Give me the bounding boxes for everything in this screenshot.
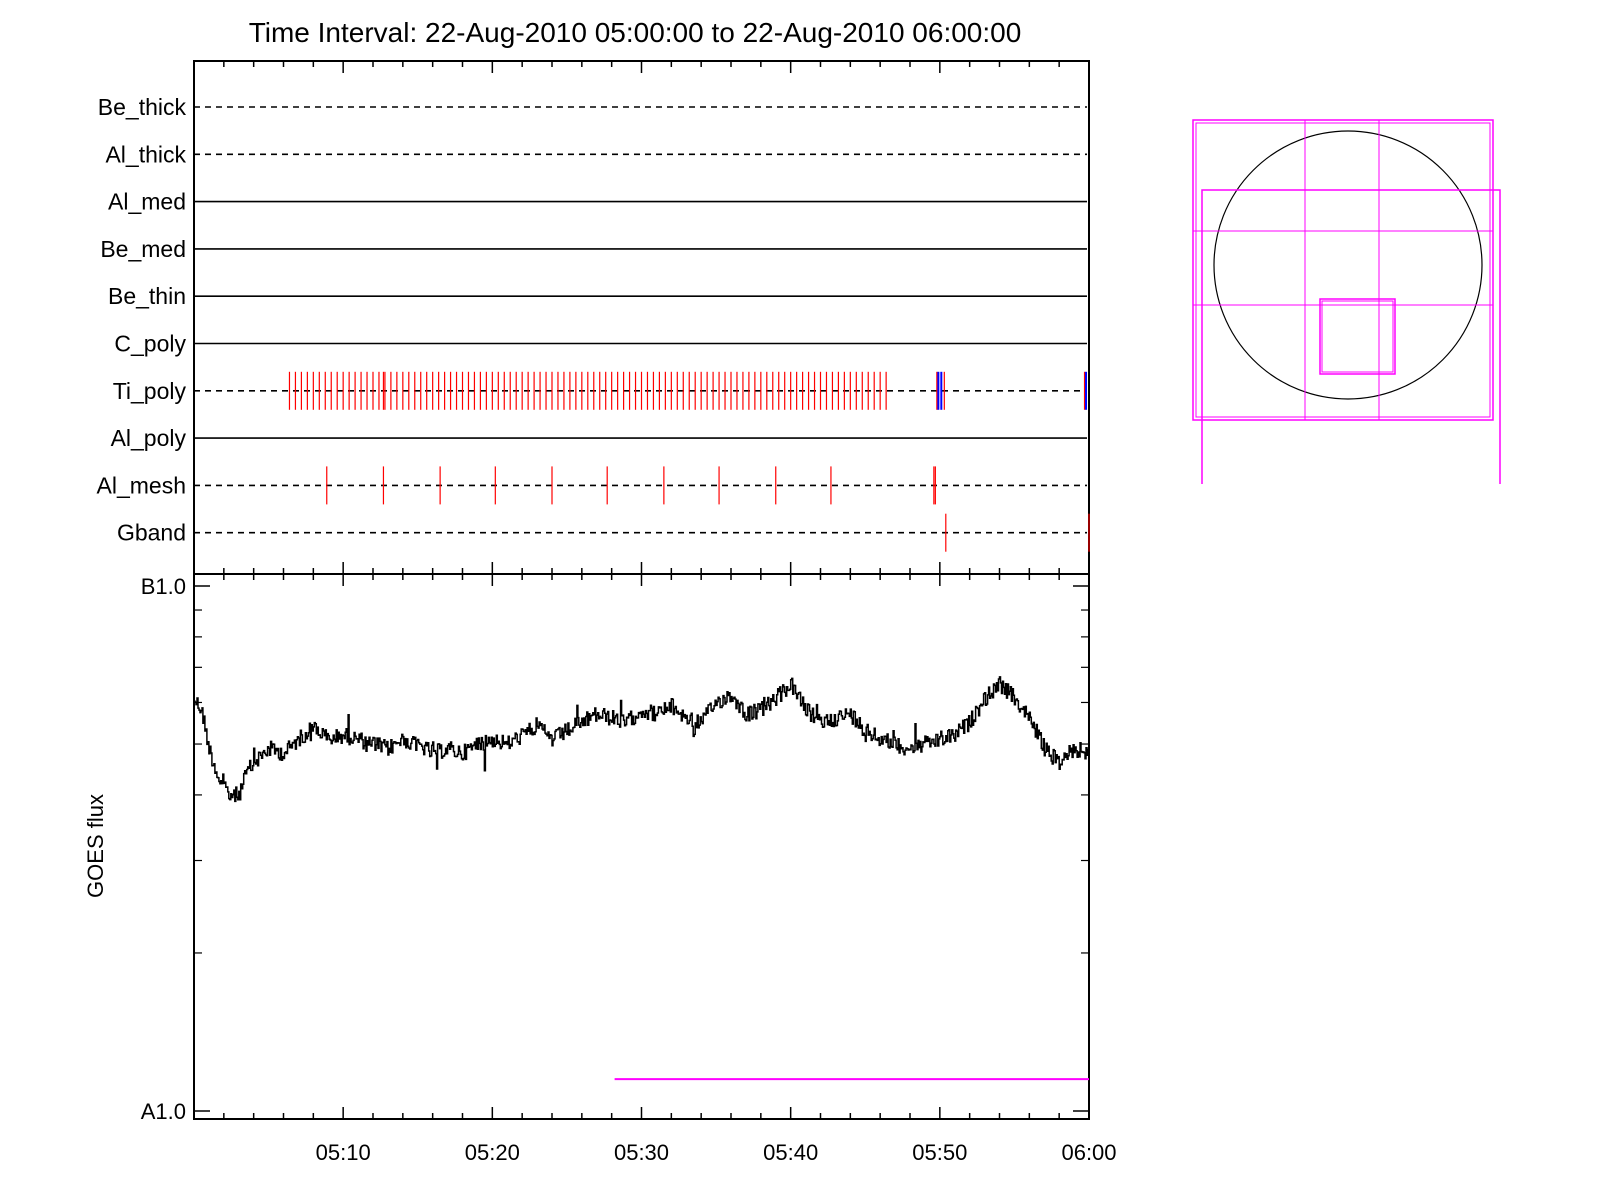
sun-locator-panel — [1192, 119, 1501, 484]
x-tick-label-2: 05:30 — [614, 1140, 669, 1165]
row-label-7: Al_poly — [111, 425, 187, 451]
solar-disk — [1213, 130, 1483, 400]
x-tick-label-5: 06:00 — [1061, 1140, 1116, 1165]
row-label-2: Al_med — [108, 189, 186, 215]
y-tick-label-top: B1.0 — [141, 574, 186, 599]
chart-title: Time Interval: 22-Aug-2010 05:00:00 to 2… — [249, 17, 1022, 48]
y-tick-label-bottom: A1.0 — [141, 1099, 186, 1124]
x-tick-labels: 05:10 05:20 05:30 05:40 05:50 06:00 — [316, 1140, 1117, 1165]
x-tick-label-1: 05:20 — [465, 1140, 520, 1165]
fov-box-offset — [1201, 189, 1501, 484]
goes-flux-series — [194, 676, 1090, 803]
flux-panel: B1.0 A1.0 GOES flux 05:10 05:20 05:30 05:40… — [83, 573, 1117, 1165]
row-label-1: Al_thick — [105, 141, 186, 167]
x-tick-label-0: 05:10 — [316, 1140, 371, 1165]
row-label-3: Be_med — [100, 236, 186, 262]
flare-region-box — [1319, 298, 1396, 375]
x-tick-label-3: 05:40 — [763, 1140, 818, 1165]
row-label-9: Gband — [117, 520, 186, 546]
timeline-rows: Be_thick Al_thick Al_med Be_med Be_thin C_pol… — [97, 94, 1090, 552]
fov-box-inner — [1195, 122, 1491, 418]
timeline-frame — [193, 60, 1090, 575]
flare-region-box-inner — [1321, 300, 1394, 373]
row-label-4: Be_thin — [108, 283, 186, 309]
timeline-panel: Be_thick Al_thick Al_med Be_med Be_thin C_pol… — [97, 60, 1090, 575]
timeline-ticks — [193, 61, 1090, 574]
fov-box-outer — [1192, 119, 1494, 421]
row-label-6: Ti_poly — [113, 378, 187, 404]
row-label-8: Al_mesh — [97, 472, 186, 498]
x-tick-label-4: 05:50 — [912, 1140, 967, 1165]
flux-frame — [193, 573, 1090, 1120]
row-label-0: Be_thick — [98, 94, 187, 120]
row-label-5: C_poly — [114, 331, 186, 357]
y-axis-label: GOES flux — [83, 794, 108, 898]
flux-ticks — [193, 574, 1090, 1119]
